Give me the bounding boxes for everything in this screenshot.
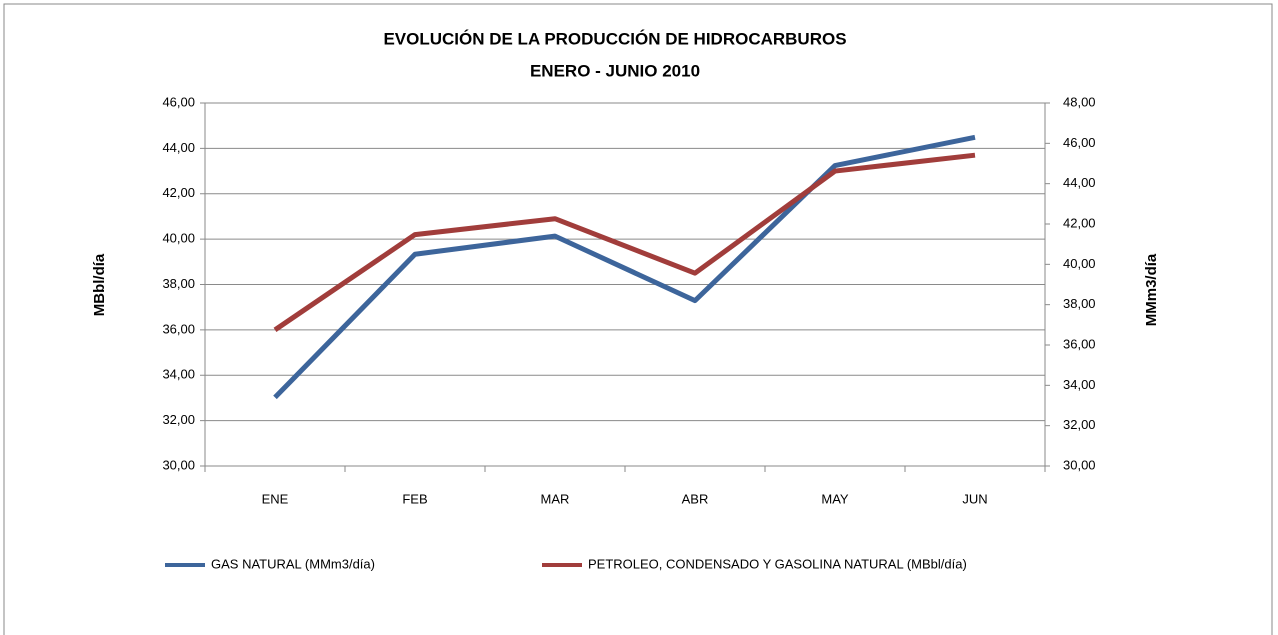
- chart-title: EVOLUCIÓN DE LA PRODUCCIÓN DE HIDROCARBU…: [383, 29, 846, 48]
- y-tick-label: 44,00: [162, 140, 195, 155]
- y-tick-label: 34,00: [162, 367, 195, 382]
- y2-axis-label: MMm3/día: [1143, 253, 1160, 326]
- y2-tick-label: 36,00: [1063, 336, 1096, 351]
- y2-tick-label: 32,00: [1063, 417, 1096, 432]
- y-tick-label: 46,00: [162, 94, 195, 109]
- y-tick-label: 32,00: [162, 412, 195, 427]
- x-tick-label: MAR: [541, 491, 570, 506]
- y-tick-label: 38,00: [162, 276, 195, 291]
- y-tick-label: 30,00: [162, 457, 195, 472]
- x-tick-label: JUN: [962, 491, 987, 506]
- x-tick-label: MAY: [821, 491, 849, 506]
- y-tick-label: 42,00: [162, 185, 195, 200]
- y-tick-label: 40,00: [162, 231, 195, 246]
- y2-tick-label: 46,00: [1063, 135, 1096, 150]
- legend-label: PETROLEO, CONDENSADO Y GASOLINA NATURAL …: [588, 556, 967, 571]
- chart-frame: [3, 3, 1273, 635]
- chart-subtitle: ENERO - JUNIO 2010: [530, 61, 700, 80]
- series-line: [273, 134, 976, 400]
- x-tick-label: ABR: [682, 491, 709, 506]
- y-axis-label: MBbl/día: [91, 253, 108, 316]
- y2-tick-label: 44,00: [1063, 175, 1096, 190]
- series-line: [273, 152, 976, 332]
- x-tick-label: FEB: [402, 491, 427, 506]
- y2-tick-label: 48,00: [1063, 94, 1096, 109]
- y2-tick-label: 38,00: [1063, 296, 1096, 311]
- legend-label: GAS NATURAL (MMm3/día): [211, 556, 375, 571]
- y2-tick-label: 34,00: [1063, 377, 1096, 392]
- y2-tick-label: 40,00: [1063, 256, 1096, 271]
- y2-tick-label: 42,00: [1063, 215, 1096, 230]
- y2-tick-label: 30,00: [1063, 457, 1096, 472]
- y-tick-label: 36,00: [162, 321, 195, 336]
- x-tick-label: ENE: [262, 491, 289, 506]
